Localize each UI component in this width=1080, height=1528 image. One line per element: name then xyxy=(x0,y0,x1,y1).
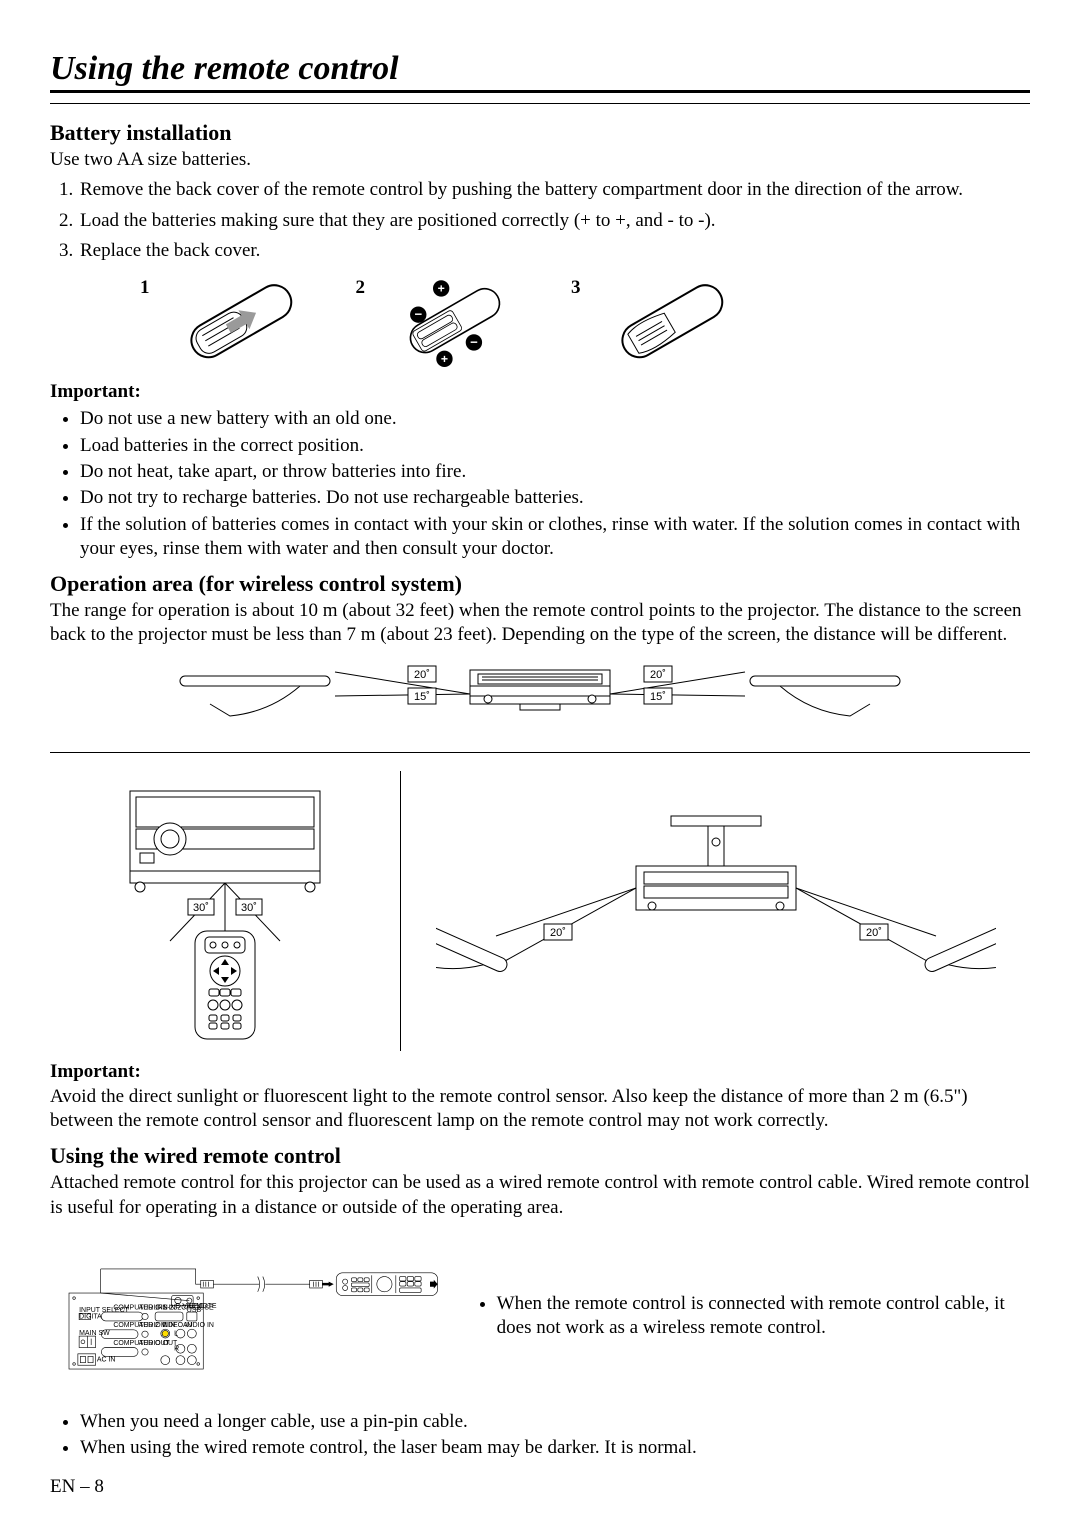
svg-text:+: + xyxy=(441,352,448,366)
operation-important-label: Important: xyxy=(50,1061,1030,1083)
svg-text:R: R xyxy=(174,1346,179,1353)
svg-text:15˚: 15˚ xyxy=(414,691,430,703)
svg-text:AUDIO OUT: AUDIO OUT xyxy=(139,1340,178,1347)
operation-heading: Operation area (for wireless control sys… xyxy=(50,571,1030,597)
title-rule-thick xyxy=(50,90,1030,93)
wired-body: Attached remote control for this project… xyxy=(50,1171,1030,1220)
list-item: Load batteries in the correct position. xyxy=(80,434,1030,458)
operation-panels: 30˚ 30˚ xyxy=(50,771,1030,1051)
operation-divider xyxy=(50,752,1030,753)
svg-text:AUDIO IN: AUDIO IN xyxy=(183,1322,214,1329)
battery-heading: Battery installation xyxy=(50,120,1030,146)
svg-text:L: L xyxy=(174,1330,178,1337)
step-number: 1 xyxy=(140,277,150,299)
wired-note-list: When the remote control is connected wit… xyxy=(467,1290,1030,1343)
svg-text:20˚: 20˚ xyxy=(414,669,430,681)
svg-text:30˚: 30˚ xyxy=(241,902,257,914)
list-item: Do not use a new battery with an old one… xyxy=(80,407,1030,431)
svg-text:15˚: 15˚ xyxy=(650,691,666,703)
list-item: If the solution of batteries comes in co… xyxy=(80,513,1030,562)
svg-text:MAIN SW: MAIN SW xyxy=(79,1330,110,1337)
list-item: Do not heat, take apart, or throw batter… xyxy=(80,460,1030,484)
remote-step2-icon: + − − + xyxy=(381,277,521,367)
front-view-panel: 30˚ 30˚ xyxy=(50,771,401,1051)
svg-text:AC IN: AC IN xyxy=(97,1356,116,1363)
battery-step: Replace the back cover. xyxy=(78,239,1030,263)
list-item: When you need a longer cable, use a pin-… xyxy=(80,1410,1030,1434)
svg-text:−: − xyxy=(414,307,422,322)
manual-page: Using the remote control Battery install… xyxy=(0,0,1080,1528)
step-number: 3 xyxy=(571,277,581,299)
battery-steps: Remove the back cover of the remote cont… xyxy=(50,178,1030,263)
title-rule-thin xyxy=(50,103,1030,104)
page-footer: EN – 8 xyxy=(50,1476,104,1498)
step-2-figure: 2 + − − + xyxy=(356,277,522,367)
wired-figure-row: S-VIDEO REMOTE INPUT SELECT COMPUTER 1 I… xyxy=(50,1234,1030,1404)
remote-step1-icon xyxy=(166,277,306,367)
ceiling-view-icon: 20˚ 20˚ xyxy=(436,806,996,1016)
wired-heading: Using the wired remote control xyxy=(50,1143,1030,1169)
battery-important-list: Do not use a new battery with an old one… xyxy=(50,407,1030,561)
step-1-figure: 1 xyxy=(140,277,306,367)
step-3-figure: 3 xyxy=(571,277,737,367)
wired-note: When the remote control is connected wit… xyxy=(497,1292,1030,1341)
svg-text:+: + xyxy=(438,282,445,296)
battery-step: Remove the back cover of the remote cont… xyxy=(78,178,1030,202)
svg-text:20˚: 20˚ xyxy=(550,927,566,939)
operation-important-body: Avoid the direct sunlight or fluorescent… xyxy=(50,1085,1030,1134)
side-view-icon: 20˚ 15˚ 20˚ 15˚ xyxy=(170,664,910,734)
step-number: 2 xyxy=(356,277,366,299)
svg-text:30˚: 30˚ xyxy=(193,902,209,914)
svg-text:20˚: 20˚ xyxy=(650,669,666,681)
ceiling-view-panel: 20˚ 20˚ xyxy=(401,771,1030,1051)
wired-bullet-list: When you need a longer cable, use a pin-… xyxy=(50,1410,1030,1461)
battery-intro: Use two AA size batteries. xyxy=(50,148,1030,172)
list-item: Do not try to recharge batteries. Do not… xyxy=(80,486,1030,510)
battery-important-label: Important: xyxy=(50,381,1030,403)
operation-side-diagram: 20˚ 15˚ 20˚ 15˚ xyxy=(50,664,1030,734)
list-item: When using the wired remote control, the… xyxy=(80,1436,1030,1460)
svg-text:20˚: 20˚ xyxy=(866,927,882,939)
page-title: Using the remote control xyxy=(50,50,1030,88)
operation-body: The range for operation is about 10 m (a… xyxy=(50,599,1030,648)
svg-text:−: − xyxy=(470,335,478,350)
battery-step-figures: 1 2 + − − xyxy=(140,277,1030,367)
battery-step: Load the batteries making sure that they… xyxy=(78,209,1030,233)
remote-step3-icon xyxy=(597,277,737,367)
svg-text:RS-232C/MOUSE: RS-232C/MOUSE xyxy=(158,1304,214,1311)
front-view-icon: 30˚ 30˚ xyxy=(110,781,340,1041)
wired-diagram-icon: S-VIDEO REMOTE INPUT SELECT COMPUTER 1 I… xyxy=(50,1234,443,1404)
